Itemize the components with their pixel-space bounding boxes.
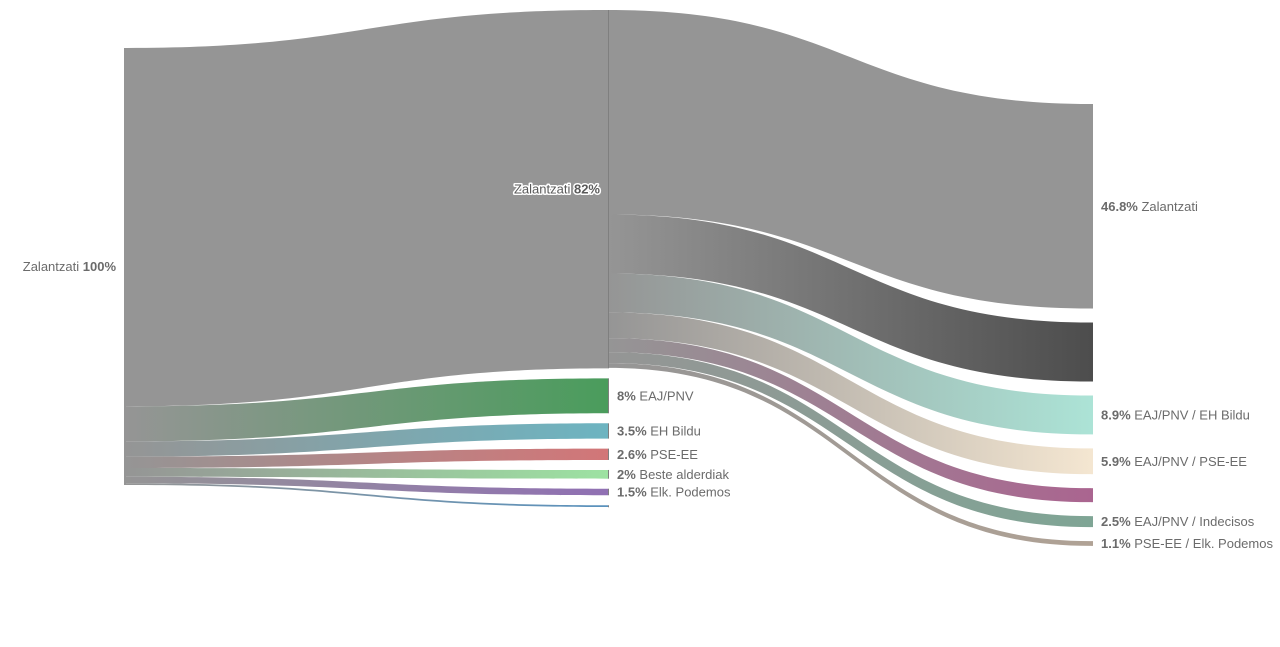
node-m1 [608, 378, 609, 414]
node-m0 [608, 10, 609, 369]
link-m0-r6 [609, 363, 1091, 546]
link-m0-r3 [609, 312, 1091, 475]
label-s0: Zalantzati 100% [23, 259, 117, 274]
label-m3: 2.6% PSE-EE [617, 447, 698, 462]
node-m4 [608, 469, 609, 479]
links-layer [126, 10, 1091, 546]
node-r2 [1091, 395, 1093, 435]
label-r3: 5.9% EAJ/PNV / PSE-EE [1101, 454, 1247, 469]
label-m5: 1.5% Elk. Podemos [617, 484, 731, 499]
link-s0-m2 [126, 423, 608, 457]
node-r3 [1091, 448, 1093, 475]
label-m4: 2% Beste alderdiak [617, 467, 730, 482]
node-r0 [1091, 104, 1093, 309]
label-r2: 8.9% EAJ/PNV / EH Bildu [1101, 407, 1250, 422]
link-s0-m4 [126, 467, 608, 479]
link-m0-r5 [609, 352, 1091, 528]
node-m2 [608, 423, 609, 439]
node-s0 [124, 48, 126, 485]
node-r5 [1091, 516, 1093, 528]
label-m0: Zalantzati 82% [514, 182, 600, 197]
node-m5 [608, 488, 609, 496]
label-m1: 8% EAJ/PNV [617, 388, 694, 403]
link-m0-r4 [609, 338, 1091, 503]
link-s0-m3 [126, 448, 608, 468]
link-s0-m6 [126, 483, 608, 507]
node-r4 [1091, 488, 1093, 503]
label-m2: 3.5% EH Bildu [617, 423, 701, 438]
node-m6 [608, 505, 609, 508]
nodes-layer [124, 10, 1093, 546]
node-m3 [608, 448, 609, 460]
label-r0: 46.8% Zalantzati [1101, 199, 1198, 214]
label-r5: 2.5% EAJ/PNV / Indecisos [1101, 514, 1255, 529]
link-s0-m0 [126, 10, 608, 407]
link-m0-r0 [609, 10, 1091, 309]
node-r1 [1091, 322, 1093, 382]
link-s0-m1 [126, 378, 608, 442]
labels-layer: Zalantzati 100% Zalantzati 82% 8% EAJ/PNV 3… [23, 180, 1274, 551]
link-s0-m5 [126, 476, 608, 496]
label-r6: 1.1% PSE-EE / Elk. Podemos [1101, 536, 1273, 551]
link-m0-r1 [609, 214, 1091, 382]
node-r6 [1091, 541, 1093, 546]
link-m0-r2 [609, 273, 1091, 435]
